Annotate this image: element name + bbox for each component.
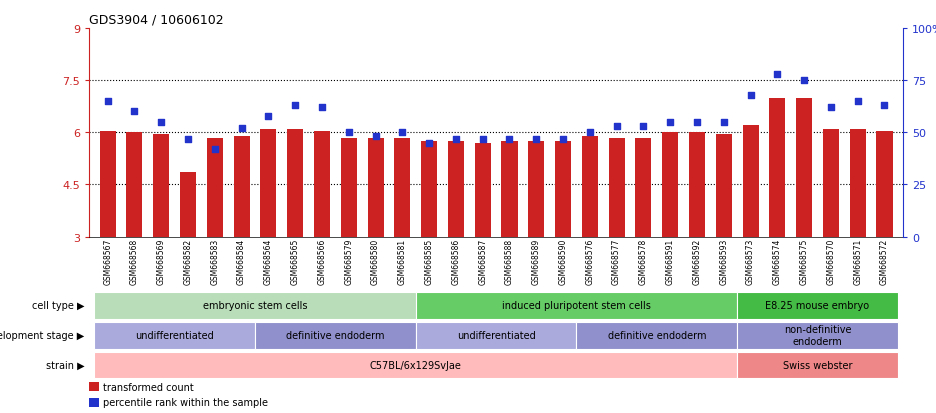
Bar	[154, 135, 169, 237]
Point	[395, 130, 410, 136]
Point	[502, 136, 517, 142]
Bar	[416, 322, 577, 349]
Bar	[314, 131, 330, 237]
Text: GDS3904 / 10606102: GDS3904 / 10606102	[89, 13, 224, 26]
Bar	[742, 126, 758, 237]
Text: non-definitive
endoderm: non-definitive endoderm	[783, 325, 851, 346]
Bar	[341, 138, 357, 237]
Text: Swiss webster: Swiss webster	[782, 360, 853, 370]
Point	[314, 105, 329, 112]
Text: cell type ▶: cell type ▶	[32, 301, 84, 311]
Bar	[502, 142, 518, 237]
Bar	[608, 138, 624, 237]
Bar	[287, 130, 303, 237]
Point	[609, 123, 624, 130]
Bar	[769, 98, 785, 237]
Point	[368, 134, 383, 140]
Bar	[716, 135, 732, 237]
Point	[877, 102, 892, 109]
Point	[529, 136, 544, 142]
Text: undifferentiated: undifferentiated	[457, 330, 535, 340]
Bar	[126, 133, 142, 237]
Point	[234, 126, 249, 132]
Bar	[99, 131, 116, 237]
Bar	[95, 292, 416, 319]
Bar	[260, 130, 276, 237]
Bar	[797, 98, 812, 237]
Bar	[394, 138, 410, 237]
Text: definitive endoderm: definitive endoderm	[607, 330, 706, 340]
Bar	[555, 142, 571, 237]
Point	[475, 136, 490, 142]
Point	[690, 119, 705, 126]
Bar	[89, 399, 99, 406]
Bar	[823, 130, 839, 237]
Point	[716, 119, 731, 126]
Bar	[234, 136, 250, 237]
Point	[582, 130, 597, 136]
Bar	[180, 173, 196, 237]
Bar	[738, 352, 898, 378]
Bar	[421, 142, 437, 237]
Bar	[577, 322, 738, 349]
Bar	[368, 138, 384, 237]
Bar	[95, 352, 738, 378]
Bar	[207, 138, 223, 237]
Bar	[89, 382, 99, 391]
Point	[261, 113, 276, 120]
Bar	[475, 143, 490, 237]
Text: embryonic stem cells: embryonic stem cells	[203, 301, 307, 311]
Text: transformed count: transformed count	[103, 382, 194, 392]
Bar	[662, 133, 679, 237]
Bar	[636, 138, 651, 237]
Point	[663, 119, 678, 126]
Bar	[738, 322, 898, 349]
Point	[769, 71, 784, 78]
Bar	[850, 130, 866, 237]
Bar	[447, 142, 464, 237]
Point	[287, 102, 302, 109]
Point	[421, 140, 436, 147]
Point	[448, 136, 463, 142]
Point	[154, 119, 168, 126]
Point	[743, 92, 758, 99]
Point	[181, 136, 196, 142]
Point	[556, 136, 571, 142]
Point	[824, 105, 839, 112]
Text: induced pluripotent stem cells: induced pluripotent stem cells	[502, 301, 651, 311]
Text: development stage ▶: development stage ▶	[0, 330, 84, 340]
Bar	[738, 292, 898, 319]
Text: C57BL/6x129SvJae: C57BL/6x129SvJae	[370, 360, 461, 370]
Point	[208, 146, 223, 153]
Bar	[416, 292, 738, 319]
Bar	[876, 131, 893, 237]
Text: E8.25 mouse embryo: E8.25 mouse embryo	[766, 301, 870, 311]
Point	[797, 78, 812, 84]
Text: strain ▶: strain ▶	[46, 360, 84, 370]
Bar	[582, 136, 598, 237]
Bar	[255, 322, 416, 349]
Bar	[689, 133, 705, 237]
Point	[636, 123, 651, 130]
Point	[850, 98, 865, 105]
Text: definitive endoderm: definitive endoderm	[286, 330, 385, 340]
Bar	[528, 142, 545, 237]
Point	[127, 109, 142, 116]
Point	[100, 98, 115, 105]
Text: percentile rank within the sample: percentile rank within the sample	[103, 398, 269, 408]
Bar	[95, 322, 255, 349]
Point	[342, 130, 357, 136]
Text: undifferentiated: undifferentiated	[136, 330, 214, 340]
